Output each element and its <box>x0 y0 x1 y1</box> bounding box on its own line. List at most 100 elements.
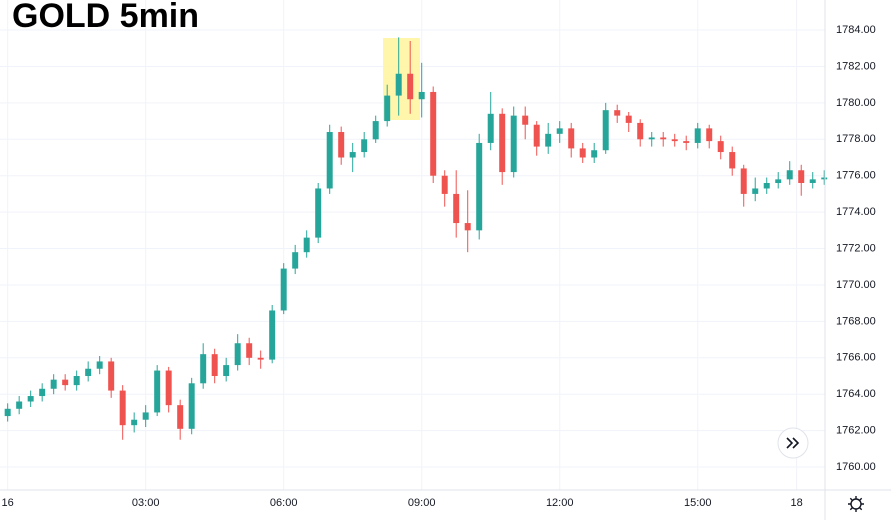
candle-body <box>418 91 425 100</box>
candle-body <box>142 412 149 420</box>
candle-body <box>591 150 598 158</box>
candle-body <box>637 122 644 140</box>
candle-body <box>786 170 793 180</box>
candle-body <box>694 128 701 143</box>
candle-body <box>660 137 667 140</box>
candle-body <box>407 73 414 100</box>
candle-body <box>775 179 782 183</box>
y-tick-label: 1766.00 <box>836 352 876 364</box>
candle-body <box>717 141 724 153</box>
candle-body <box>16 401 23 409</box>
x-tick-label: 18 <box>791 497 803 509</box>
candle-body <box>108 361 115 391</box>
x-tick-label: 12:00 <box>546 497 574 509</box>
candle-body <box>292 252 299 269</box>
candle-body <box>338 132 345 158</box>
x-tick-label: 15:00 <box>684 497 712 509</box>
y-tick-label: 1768.00 <box>836 315 876 327</box>
candle-body <box>50 379 57 389</box>
candle-body <box>39 388 46 397</box>
candle-body <box>372 121 379 140</box>
candle-body <box>648 137 655 140</box>
candle-body <box>614 110 621 116</box>
axis-labels: 1760.00 1762.00 1764.00 1766.00 1768.00 1770.… <box>2 24 876 509</box>
settings-icon[interactable] <box>850 498 862 510</box>
y-tick-label: 1772.00 <box>836 242 876 254</box>
candle-body <box>706 128 713 142</box>
y-tick-label: 1778.00 <box>836 133 876 145</box>
candle-body <box>96 361 103 369</box>
settings-icon-teeth[interactable] <box>848 496 864 512</box>
y-tick-label: 1770.00 <box>836 279 876 291</box>
candle-body <box>188 383 195 429</box>
candle-body <box>579 148 586 158</box>
candle-body <box>752 188 759 194</box>
candle-body <box>27 396 34 402</box>
candle-body <box>384 95 391 122</box>
y-tick-label: 1764.00 <box>836 388 876 400</box>
candle-body <box>683 141 690 143</box>
candle-body <box>441 175 448 194</box>
y-tick-label: 1762.00 <box>836 425 876 437</box>
candle-body <box>671 139 678 142</box>
candle-body <box>625 115 632 123</box>
candle-body <box>269 310 276 360</box>
candle-body <box>740 168 747 194</box>
candle-body <box>522 115 529 125</box>
candle-body <box>280 268 287 311</box>
x-tick-label: 09:00 <box>408 497 436 509</box>
y-tick-label: 1774.00 <box>836 206 876 218</box>
chart-title: GOLD 5min <box>12 0 199 35</box>
candle-body <box>430 91 437 176</box>
candle-body <box>223 365 230 377</box>
candle-body <box>464 223 471 231</box>
candle-body <box>568 128 575 149</box>
candle-body <box>62 379 69 386</box>
candle-body <box>165 370 172 406</box>
candle-body <box>763 182 770 189</box>
candle-body <box>154 370 161 413</box>
y-tick-label: 1776.00 <box>836 170 876 182</box>
candle-body <box>809 179 816 183</box>
candle-body <box>257 357 264 360</box>
candle-body <box>533 124 540 147</box>
candle-body <box>177 405 184 429</box>
y-tick-label: 1782.00 <box>836 60 876 72</box>
candle-body <box>556 128 563 134</box>
candle-body <box>476 142 483 231</box>
scroll-icon[interactable] <box>786 437 800 449</box>
x-tick-label: 16 <box>2 497 14 509</box>
x-tick-label: 06:00 <box>270 497 298 509</box>
candle-body <box>73 376 80 386</box>
y-tick-label: 1780.00 <box>836 97 876 109</box>
settings-button[interactable] <box>848 496 864 512</box>
candles <box>4 37 828 440</box>
candle-body <box>303 237 310 253</box>
candle-body <box>545 133 552 147</box>
candle-body <box>602 110 609 151</box>
y-tick-label: 1760.00 <box>836 461 876 473</box>
candle-body <box>85 368 92 377</box>
scroll-button[interactable] <box>777 427 809 459</box>
y-tick-label: 1784.00 <box>836 24 876 36</box>
candle-body <box>487 113 494 143</box>
candle-body <box>798 170 805 183</box>
candle-body <box>119 390 126 426</box>
x-tick-label: 03:00 <box>132 497 160 509</box>
candle-body <box>131 419 138 426</box>
candle-body <box>200 354 207 384</box>
candle-body <box>246 343 253 358</box>
candle-body <box>395 73 402 96</box>
candle-body <box>510 115 517 173</box>
candle-body <box>315 188 322 238</box>
candle-body <box>499 113 506 173</box>
candle-body <box>211 354 218 377</box>
candle-body <box>349 152 356 158</box>
candle-body <box>729 152 736 169</box>
candle-body <box>821 177 828 180</box>
candle-body <box>234 343 241 366</box>
candle-body <box>326 132 333 189</box>
candle-body <box>453 193 460 224</box>
